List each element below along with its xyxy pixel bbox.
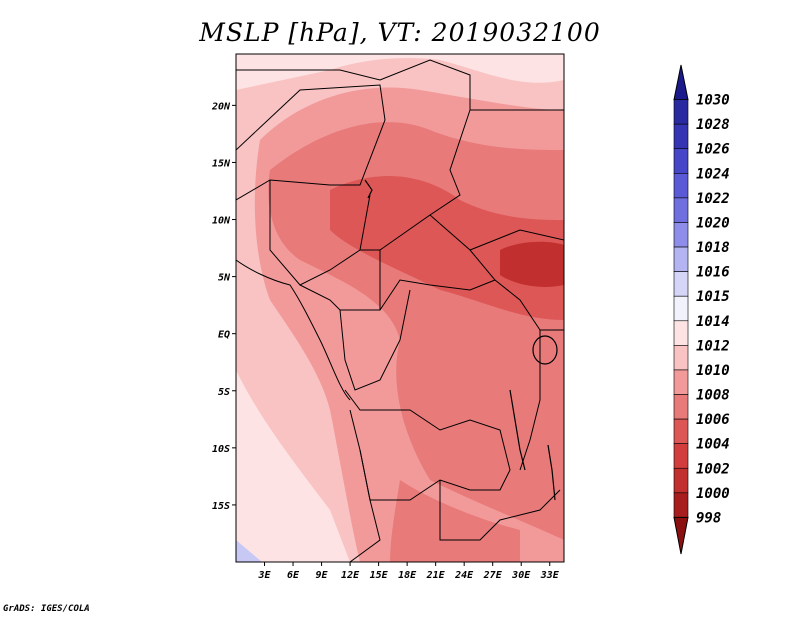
colorbar-bottom-arrow	[673, 516, 689, 555]
map-frame	[235, 53, 565, 563]
colorbar-segment	[673, 492, 689, 518]
colorbar-label: 1020	[696, 215, 730, 231]
lake-victoria	[532, 335, 558, 365]
colorbar-segment	[673, 271, 689, 297]
y-tick-label: 10N	[212, 216, 231, 227]
colorbar-segment	[673, 394, 689, 420]
colorbar-segment	[673, 369, 689, 395]
colorbar-top-arrow	[673, 64, 689, 101]
credit-text: GrADS: IGES/COLA	[3, 604, 90, 614]
border-car	[379, 214, 496, 311]
colorbar-label: 1010	[696, 363, 730, 379]
colorbar-segment	[673, 197, 689, 223]
colorbar-segment	[673, 467, 689, 494]
colorbar-label: 1015	[696, 289, 730, 305]
x-tick-label: 3E	[257, 570, 271, 581]
x-tick-label: 21E	[426, 570, 446, 581]
colorbar-label: 1018	[696, 240, 730, 256]
colorbar-segment	[673, 222, 689, 248]
colorbar-label: 1022	[696, 191, 730, 207]
colorbar-label: 1004	[696, 437, 730, 453]
coastline-west	[236, 259, 351, 401]
colorbar-label: 1000	[696, 486, 730, 502]
pressure-1002	[500, 241, 564, 287]
x-tick-label: 27E	[483, 570, 503, 581]
x-tick-label: 6E	[287, 570, 300, 581]
lake-tanganyika	[509, 389, 526, 471]
pressure-field	[236, 54, 564, 562]
border-east	[494, 279, 541, 471]
colorbar-label: 1006	[696, 412, 730, 428]
y-tick-label: EQ	[218, 330, 230, 341]
colorbar-segment	[673, 320, 689, 346]
border-congo	[339, 289, 411, 391]
x-tick-label: 24E	[454, 570, 474, 581]
x-axis: 3E 6E 9E 12E 15E 18E 21E 24E 27E 30E 33E	[257, 562, 560, 581]
lake-chad	[364, 179, 373, 199]
colorbar-label: 1014	[696, 314, 730, 330]
x-tick-label: 30E	[511, 570, 531, 581]
country-borders	[236, 59, 564, 562]
y-axis: 20N 15N 10N 5N EQ 5S 10S 15S	[211, 101, 236, 512]
colorbar-segment	[673, 345, 689, 371]
border-nigeria	[269, 180, 371, 286]
y-tick-label: 5N	[218, 273, 231, 284]
colorbar-label: 998	[696, 510, 721, 526]
border-south-sudan	[469, 229, 564, 251]
lakes	[364, 179, 558, 501]
colorbar-segment	[673, 148, 689, 174]
map-title: MSLP [hPa], VT: 2019032100	[199, 18, 601, 47]
border-cameroon	[299, 249, 381, 311]
pressure-1004-south	[390, 480, 520, 562]
colorbar-label: 1024	[696, 166, 730, 182]
pressure-1004	[330, 176, 564, 320]
pressure-high-southwest	[236, 370, 350, 562]
colorbar: 1030 1028 1026 1024 1022 1020 1018 1016 1015 1014…	[673, 64, 730, 555]
y-tick-label: 15N	[212, 158, 231, 169]
border-zambia	[439, 480, 561, 541]
colorbar-label: 1030	[696, 93, 730, 109]
border-drc	[344, 389, 511, 501]
x-tick-label: 33E	[540, 570, 560, 581]
colorbar-label: 1012	[696, 338, 730, 354]
lake-malawi	[547, 444, 556, 501]
colorbar-label: 1016	[696, 265, 730, 281]
colorbar-segment	[673, 246, 689, 272]
pressure-high-north	[236, 54, 564, 90]
colorbar-label: 1002	[696, 461, 730, 477]
y-tick-label: 20N	[211, 101, 231, 112]
x-tick-label: 9E	[316, 570, 329, 581]
border-niger-chad	[236, 84, 386, 201]
x-tick-label: 12E	[341, 570, 360, 581]
x-tick-label: 18E	[398, 570, 417, 581]
y-tick-label: 10S	[212, 444, 230, 455]
pressure-high-corner	[236, 540, 262, 562]
colorbar-segment	[673, 418, 689, 444]
colorbar-segment	[673, 173, 689, 199]
x-tick-label: 15E	[370, 570, 389, 581]
colorbar-label: 1008	[696, 388, 730, 404]
y-tick-label: 15S	[212, 501, 230, 512]
colorbar-label: 1026	[696, 142, 730, 158]
colorbar-segment	[673, 99, 689, 125]
border-northwest	[236, 59, 471, 110]
border-sudan	[429, 109, 564, 216]
border-angola	[349, 409, 381, 562]
colorbar-segment	[673, 295, 689, 322]
colorbar-segment	[673, 123, 689, 150]
colorbar-label: 1028	[696, 117, 730, 133]
y-tick-label: 5S	[218, 387, 230, 398]
colorbar-segment	[673, 443, 689, 469]
